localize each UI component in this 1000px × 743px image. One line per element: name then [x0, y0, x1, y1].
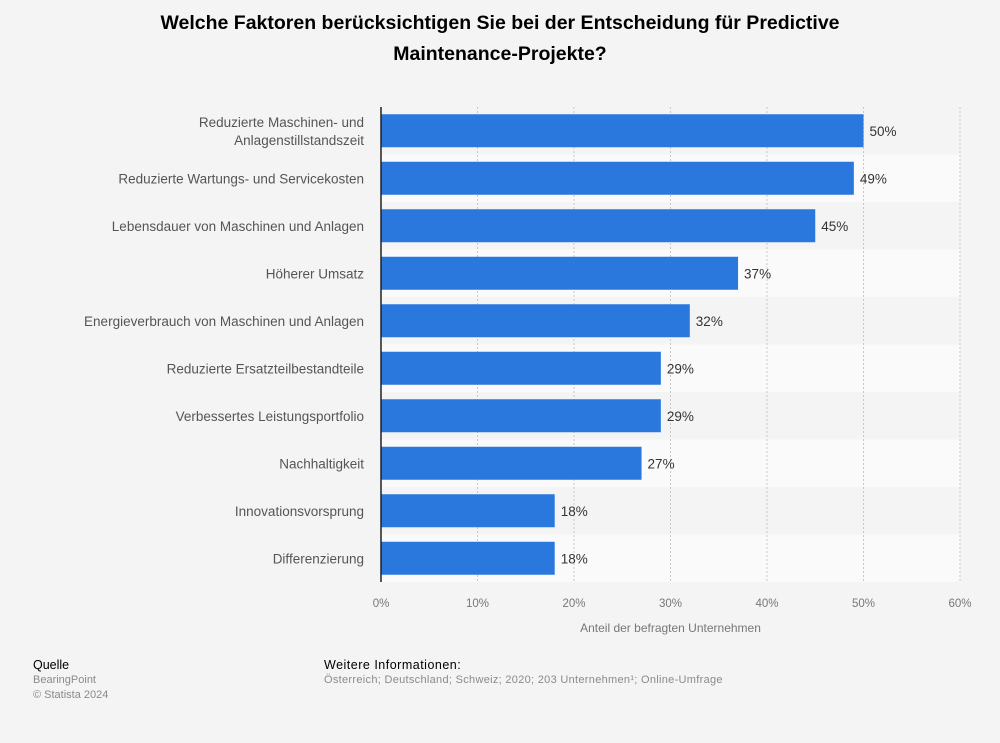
- bar-chart: 50% Reduzierte Maschinen- und Anlagenstill…: [84, 107, 972, 635]
- source-heading: Quelle: [33, 658, 70, 672]
- data-label: 32%: [696, 314, 723, 329]
- bar: [381, 494, 555, 528]
- category-label: Anlagenstillstandszeit: [234, 133, 364, 148]
- data-label: 50%: [870, 124, 897, 139]
- category-label: Lebensdauer von Maschinen und Anlagen: [112, 219, 364, 234]
- x-axis-title: Anteil der befragten Unternehmen: [580, 621, 761, 635]
- data-label: 49%: [860, 171, 887, 186]
- x-tick-label: 20%: [562, 598, 585, 610]
- info-heading: Weitere Informationen:: [324, 658, 462, 672]
- source-name[interactable]: BearingPoint: [33, 674, 96, 686]
- category-label: Verbessertes Leistungsportfolio: [176, 409, 364, 424]
- data-label: 37%: [744, 266, 771, 281]
- x-tick-label: 40%: [755, 598, 778, 610]
- category-label: Innovationsvorsprung: [235, 504, 364, 519]
- category-label: Höherer Umsatz: [266, 266, 365, 281]
- bar: [381, 541, 555, 575]
- data-label: 45%: [821, 219, 848, 234]
- bar: [381, 161, 854, 195]
- category-label: Reduzierte Wartungs- und Servicekosten: [118, 171, 364, 186]
- x-tick-label: 30%: [659, 598, 682, 610]
- bar: [381, 256, 739, 290]
- category-label: Energieverbrauch von Maschinen und Anlag…: [84, 314, 364, 329]
- category-label: Reduzierte Maschinen- und: [199, 115, 364, 130]
- bar: [381, 304, 690, 338]
- bar: [381, 399, 661, 433]
- bar: [381, 446, 642, 480]
- category-label: Nachhaltigkeit: [279, 456, 364, 471]
- info-text: Österreich; Deutschland; Schweiz; 2020; …: [324, 674, 723, 686]
- bar: [381, 209, 816, 243]
- category-label: Reduzierte Ersatzteilbestandteile: [167, 361, 364, 376]
- data-label: 18%: [561, 551, 588, 566]
- x-tick-label: 50%: [852, 598, 875, 610]
- chart-title-line-2: Maintenance-Projekte?: [393, 43, 607, 65]
- bar: [381, 114, 864, 148]
- x-tick-label: 0%: [373, 598, 390, 610]
- info-block: Weitere Informationen: Österreich; Deuts…: [324, 658, 723, 688]
- data-label: 29%: [667, 409, 694, 424]
- source-block: Quelle BearingPoint © Statista 2024: [33, 658, 108, 703]
- chart-title: Welche Faktoren berücksichtigen Sie bei …: [90, 8, 910, 70]
- bar: [381, 351, 661, 385]
- data-label: 29%: [667, 361, 694, 376]
- x-tick-label: 10%: [466, 598, 489, 610]
- data-label: 27%: [648, 456, 675, 471]
- data-label: 18%: [561, 504, 588, 519]
- copyright-text: © Statista 2024: [33, 689, 109, 701]
- chart-title-line-1: Welche Faktoren berücksichtigen Sie bei …: [160, 12, 840, 34]
- category-label: Differenzierung: [273, 551, 364, 566]
- x-tick-label: 60%: [948, 598, 971, 610]
